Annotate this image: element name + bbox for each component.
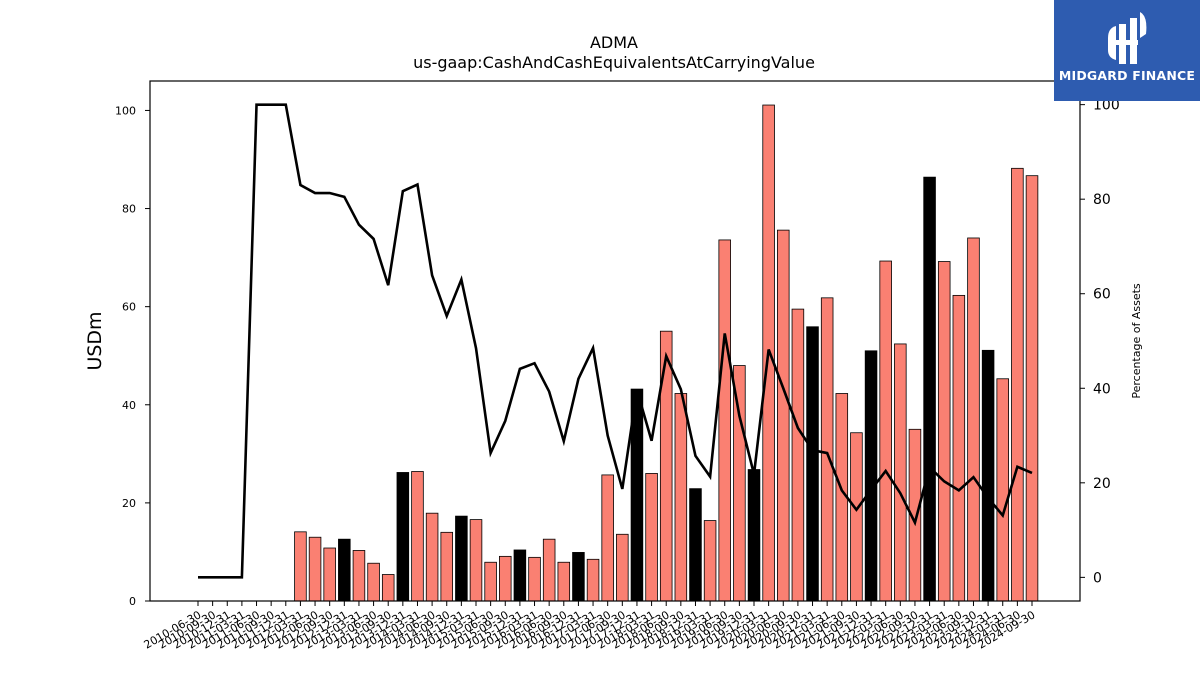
bar-2020-09-30 — [791, 308, 805, 602]
brand-logo: MIDGARD FINANCE — [1054, 0, 1200, 101]
bar-2017-06-30 — [601, 474, 614, 602]
logo-mark-icon — [1108, 12, 1147, 64]
bar-2022-03-31 — [879, 260, 892, 602]
y2-tick-label: 20 — [1093, 476, 1111, 492]
bar-2012-12-31 — [338, 538, 351, 602]
bar-2024-03-31 — [996, 378, 1009, 602]
y2-axis-label: Percentage of Assets — [1130, 283, 1143, 399]
bar-2016-09-30 — [557, 561, 571, 602]
bar-2019-03-31 — [703, 520, 717, 602]
bar-2014-03-31 — [411, 471, 424, 602]
y-axis-label: USDm — [84, 311, 106, 370]
chart-subtitle: us-gaap:CashAndCashEquivalentsAtCarrying… — [413, 53, 815, 72]
bar-2019-12-31 — [747, 469, 761, 602]
bar-2023-06-30 — [952, 294, 966, 602]
y2-tick-label: 80 — [1093, 192, 1111, 208]
bar-2023-09-30 — [967, 237, 980, 602]
bar-2018-09-30 — [674, 393, 688, 602]
bar-2015-03-31 — [469, 519, 483, 602]
bar-2015-09-30 — [499, 555, 512, 602]
bar-2016-03-31 — [528, 556, 541, 602]
y-tick-label: 100 — [115, 104, 136, 117]
bar-2013-03-31 — [352, 550, 366, 602]
bar-2020-06-30 — [777, 229, 790, 602]
y-tick-label: 40 — [122, 399, 136, 412]
y-tick-label: 80 — [122, 203, 136, 216]
percentage-line — [198, 103, 1033, 579]
axes-group: 0204060801000204060801002010-06-302010-0… — [115, 80, 1120, 652]
y-tick-label: 60 — [122, 301, 136, 314]
bar-2014-09-30 — [440, 531, 453, 602]
bar-2022-06-30 — [894, 343, 907, 602]
bar-2015-12-31 — [513, 549, 527, 602]
bar-2018-12-31 — [689, 488, 702, 602]
bar-2013-12-31 — [396, 472, 410, 602]
bar-2015-06-30 — [484, 561, 497, 602]
bar-2016-06-30 — [542, 538, 556, 602]
bar-2012-06-30 — [308, 536, 322, 602]
bar-2023-12-31 — [981, 349, 995, 602]
bar-2016-12-31 — [572, 552, 585, 602]
bar-2023-03-31 — [937, 261, 951, 602]
y2-tick-label: 60 — [1093, 287, 1111, 303]
y2-tick-label: 100 — [1093, 98, 1120, 114]
line-group — [198, 103, 1033, 579]
bar-2021-03-31 — [820, 297, 834, 602]
bar-2019-09-30 — [733, 365, 746, 602]
bar-2021-09-30 — [850, 432, 863, 602]
bar-2021-12-31 — [864, 350, 878, 602]
chart-title: ADMA — [590, 33, 638, 52]
bar-2013-09-30 — [381, 574, 395, 602]
bar-2024-09-30 — [1025, 175, 1039, 602]
bar-2013-06-30 — [367, 562, 380, 602]
logo-text: MIDGARD FINANCE — [1058, 68, 1196, 83]
bar-2012-03-31 — [294, 531, 307, 602]
plot-frame — [149, 80, 1081, 602]
bar-2018-06-30 — [659, 330, 673, 602]
y2-tick-label: 0 — [1093, 570, 1102, 586]
bar-2014-12-31 — [455, 515, 468, 602]
bar-2020-12-31 — [806, 326, 819, 602]
bar-2017-09-30 — [616, 533, 629, 602]
y-tick-label: 20 — [122, 497, 136, 510]
bar-2014-06-30 — [425, 512, 439, 602]
bar-2019-06-30 — [718, 239, 731, 602]
bar-2017-03-31 — [586, 558, 600, 602]
y2-tick-label: 40 — [1093, 381, 1111, 397]
bar-2024-06-30 — [1011, 167, 1024, 602]
bar-2022-12-31 — [923, 176, 936, 602]
bar-2018-03-31 — [645, 473, 658, 602]
y-tick-label: 0 — [129, 595, 136, 608]
bar-2012-09-30 — [323, 547, 336, 602]
